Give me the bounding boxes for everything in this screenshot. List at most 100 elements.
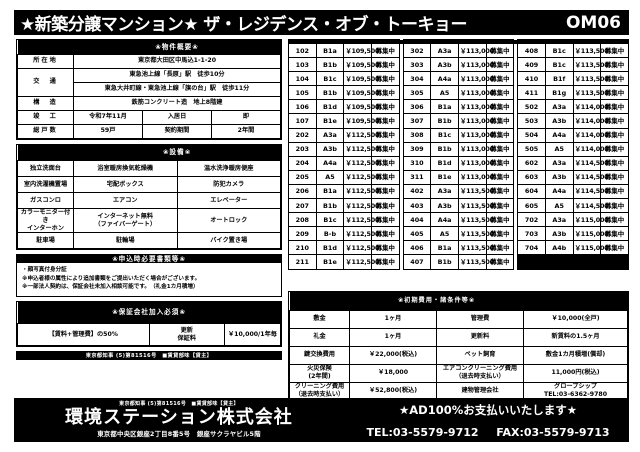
band-spacer-left (17, 144, 74, 161)
cost-value-right: 敷金1カ月積増(償却) (523, 345, 628, 365)
initial-costs-band-label: ❀初期費用・諸条件等❀ (349, 292, 524, 310)
guarantee-table: ❀保証会社加入必須❀ 【賃料+管理費】の50% 更新 保証料 ￥10,000/1… (17, 301, 281, 347)
unit-rent: ￥113,500 (457, 254, 494, 270)
unit-type: B1e (315, 254, 345, 270)
unit-status: 募集中 (370, 212, 400, 228)
movein-value: 即 (211, 109, 281, 125)
table-row: 室内洗濯機置場 宅配ボックス 防犯カメラ (17, 176, 281, 193)
unit-status: 募集中 (370, 155, 400, 171)
unit-status: 募集中 (485, 113, 515, 129)
table-row: カラーモニター付き インターホン インターネット無料 （ファイバーゲート） オー… (17, 207, 281, 234)
unit-type: B1e (430, 169, 459, 185)
unit-band-gap (513, 39, 518, 44)
unit-status: 募集中 (600, 99, 629, 115)
location-label: 所在地 (17, 53, 74, 69)
application-notes-band-table: ❀申込時必要書類等❀ (17, 255, 281, 264)
application-notes-block: ❀申込時必要書類等❀ ・顔写真付身分証 ※申込者様の属性により追加書類をご提出い… (16, 254, 282, 297)
cost-label-left: 敷金 (289, 309, 350, 329)
guarantee-band-label: ❀保証会社加入必須❀ (73, 301, 225, 324)
contract-period-value: 2年間 (211, 123, 281, 139)
cost-label-left: 鍵交換費用 (289, 345, 350, 365)
unit-room-number: 408 (517, 42, 546, 59)
unit-rent: ￥109,500 (343, 42, 379, 59)
table-row: 207 B1b ￥112,500 募集中 403 A3b ￥113,500 募集中 605 A5 ￥… (288, 198, 629, 214)
table-row: 102 B1a ￥109,500 募集中 302 A3a ￥113,000 募集中 408 B1c… (288, 42, 629, 59)
unit-room-number: 304 (402, 71, 432, 87)
unit-status: 募集中 (370, 183, 400, 200)
unit-type: A3a (430, 42, 459, 59)
unit-type: B1c (544, 57, 574, 73)
unit-rent: ￥112,500 (343, 212, 379, 228)
unit-type: B-b (315, 226, 345, 242)
unit-type: B1f (544, 71, 574, 87)
unit-type: A3b (315, 141, 345, 157)
unit-type: A5 (544, 141, 574, 157)
unit-status: 募集中 (600, 85, 629, 101)
unit-rent: ￥113,000 (457, 155, 494, 171)
unit-room-number: 210 (288, 240, 317, 256)
amenities-band-label: ❀設備❀ (73, 144, 281, 161)
structure-label: 構 造 (17, 95, 74, 111)
unit-rent: ￥113,500 (457, 226, 494, 242)
cost-value-left: 1ヶ月 (349, 327, 437, 347)
unit-rent: ￥112,500 (343, 198, 379, 214)
unit-room-number: 306 (402, 99, 432, 115)
property-overview-table: ❀物件概要❀ 所在地 東京都大田区中馬込1-1-20 交 通 東急池上線「長原」… (17, 40, 281, 139)
unit-status: 募集中 (485, 240, 515, 256)
table-row: 礼金 1ヶ月 更新料 新賃料の1.5ヶ月 (289, 327, 628, 347)
unit-status: 募集中 (485, 169, 515, 185)
unit-room-number: 104 (288, 71, 317, 87)
unit-room-number: 402 (402, 183, 432, 200)
unit-room-number: 308 (402, 127, 432, 143)
guarantee-block: ❀保証会社加入必須❀ 【賃料+管理費】の50% 更新 保証料 ￥10,000/1… (16, 300, 282, 348)
unit-rent: ￥113,000 (457, 113, 494, 129)
unit-status: 募集中 (485, 57, 515, 73)
unit-status: 募集中 (370, 254, 400, 270)
property-code: OM06 (565, 12, 621, 33)
cost-label-left: 礼金 (289, 327, 350, 347)
unit-type: B1c (544, 42, 574, 59)
amenity-item: バイク置き場 (176, 232, 281, 250)
cost-rows-body: 敷金 1ヶ月 管理費 ￥10,000(全戸) 礼金 1ヶ月 更新料 新賃料の1.5ヶ月 鍵交換費… (289, 309, 628, 401)
table-row: 203 A3b ￥112,500 募集中 309 B1b ￥113,000 募集中 505 A5 ￥… (288, 141, 629, 157)
amenity-item: 温水洗浄暖房便座 (176, 160, 281, 177)
table-row: 敷金 1ヶ月 管理費 ￥10,000(全戸) (289, 309, 628, 329)
cost-value-right: 新賃料の1.5ヶ月 (523, 327, 628, 347)
unit-rent: ￥113,500 (572, 71, 609, 87)
unit-type: B1g (544, 85, 574, 101)
unit-rent: ￥109,500 (343, 71, 379, 87)
unit-type: B1b (315, 85, 345, 101)
unit-type: A4a (544, 127, 574, 143)
unit-type: A5 (315, 169, 345, 185)
unit-status: 募集中 (485, 127, 515, 143)
unit-rent: ￥114,000 (572, 141, 609, 157)
note-line: ・顔写真付身分証 (22, 267, 67, 274)
cost-label-right: 管理費 (436, 309, 524, 329)
unit-type: A3a (544, 212, 574, 228)
unit-room-number: 602 (517, 155, 546, 171)
amenity-item: インターネット無料 （ファイバーゲート） (73, 207, 178, 234)
unit-status: 募集中 (600, 155, 629, 171)
footer-phone: TEL:03-5579-9712 FAX:03-5579-9713 (353, 426, 623, 439)
unit-rent: ￥113,000 (457, 57, 494, 73)
cost-value-left: ￥18,000 (349, 363, 437, 383)
unit-status: 募集中 (485, 42, 515, 59)
unit-rent: ￥112,500 (343, 141, 379, 157)
unit-type: A3b (430, 198, 459, 214)
unit-type: B1c (315, 71, 345, 87)
unit-type: B1d (430, 155, 459, 171)
contract-period-label: 契約期間 (142, 123, 212, 139)
unit-type: A3b (544, 169, 574, 185)
unit-type: A3b (544, 226, 574, 242)
cost-value-right: ￥10,000(全戸) (523, 309, 628, 329)
unit-table: 102 B1a ￥109,500 募集中 302 A3a ￥113,000 募集中 408 B1c… (288, 39, 629, 270)
unit-room-number: 207 (288, 198, 317, 214)
unit-room-number: 303 (402, 57, 432, 73)
unit-type: A3a (544, 155, 574, 171)
unit-room-number: 409 (517, 57, 546, 73)
unit-rows-body: 102 B1a ￥109,500 募集中 302 A3a ￥113,000 募集中 408 B1c… (288, 42, 629, 270)
band-spacer-right (225, 255, 281, 264)
band-spacer-left (17, 255, 73, 264)
unit-rent: ￥115,000 (572, 240, 609, 256)
unit-status: 募集中 (370, 71, 400, 87)
